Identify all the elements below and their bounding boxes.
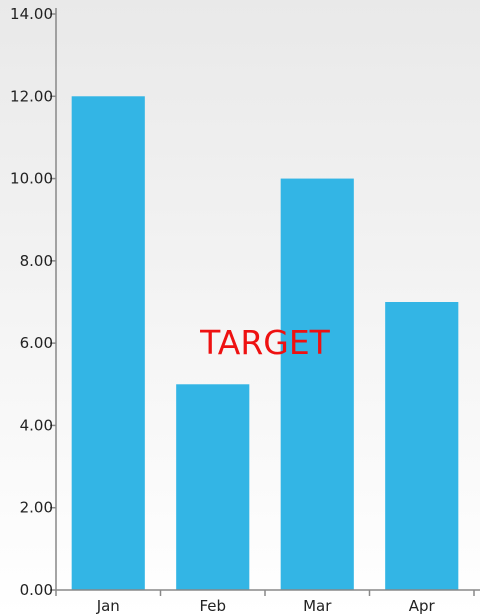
bars-group — [71, 96, 459, 591]
x-ticks-group: Jan Feb Mar Apr — [55, 590, 475, 615]
bar-jan — [71, 96, 145, 591]
annotation-target-label: TARGET — [199, 323, 331, 362]
y-tick-label: 14.00 — [10, 5, 53, 23]
x-tick-label-feb: Feb — [199, 597, 226, 615]
y-tick-label: 8.00 — [20, 252, 53, 270]
y-tick-label: 0.00 — [20, 581, 53, 599]
bar-feb — [176, 384, 250, 590]
y-tick-label: 4.00 — [20, 416, 53, 434]
y-ticks-group: 0.00 2.00 4.00 6.00 8.00 10.00 12.00 14.00 — [10, 5, 56, 599]
x-tick-label-jan: Jan — [96, 597, 120, 615]
annotations-group: TARGET — [199, 323, 331, 362]
y-tick-label: 2.00 — [20, 499, 53, 517]
y-tick-label: 6.00 — [20, 334, 53, 352]
bar-apr — [385, 302, 459, 590]
axes-group — [55, 8, 480, 591]
y-tick-label: 12.00 — [10, 87, 53, 105]
x-tick-label-apr: Apr — [409, 597, 436, 615]
y-tick-label: 10.00 — [10, 170, 53, 188]
x-tick-label-mar: Mar — [303, 597, 332, 615]
bar-mar — [280, 178, 354, 591]
